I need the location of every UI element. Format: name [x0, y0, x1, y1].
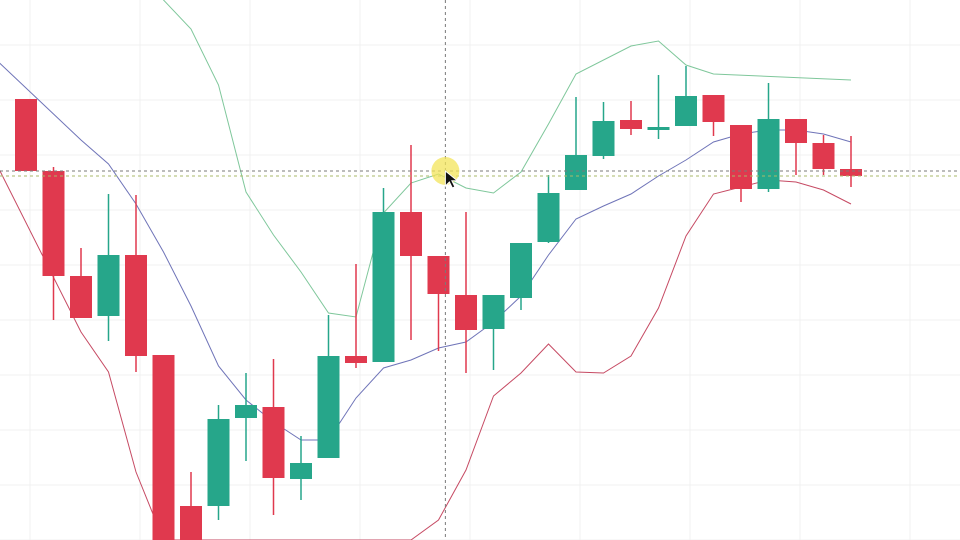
candle-body [235, 405, 257, 418]
candle-down[interactable] [70, 248, 92, 318]
candle-body [15, 99, 37, 171]
candle-body [482, 295, 505, 329]
candle-down[interactable] [152, 355, 175, 540]
candle-body [345, 356, 367, 363]
candle-down[interactable] [15, 99, 37, 171]
candle-down[interactable] [180, 472, 202, 540]
candle-body [70, 276, 92, 318]
candle-up[interactable] [207, 405, 230, 520]
candle-body [372, 212, 395, 362]
candle-body [317, 356, 340, 458]
candle-up[interactable] [482, 295, 505, 370]
candle-body [42, 171, 65, 276]
candle-down[interactable] [785, 119, 807, 175]
candle-body [455, 295, 477, 330]
candle-down[interactable] [400, 145, 422, 340]
candle-body [537, 193, 560, 242]
candle-body [262, 407, 285, 478]
candle-body [125, 255, 147, 356]
candle-body [675, 96, 697, 126]
candle-body [812, 143, 835, 169]
candle-up[interactable] [235, 373, 257, 461]
candle-body [207, 419, 230, 506]
candle-down[interactable] [345, 264, 367, 368]
candle-body [647, 127, 670, 130]
candle-body [565, 155, 587, 190]
candle-down[interactable] [455, 212, 477, 373]
candle-down[interactable] [125, 195, 147, 372]
candle-down[interactable] [840, 136, 862, 187]
candles[interactable] [15, 66, 862, 540]
candle-up[interactable] [647, 75, 670, 139]
candle-body [152, 355, 175, 540]
candle-body [730, 125, 752, 189]
candle-body [400, 212, 422, 256]
candle-up[interactable] [592, 102, 615, 159]
lower-band-line [0, 169, 852, 540]
candle-up[interactable] [675, 66, 697, 126]
candle-down[interactable] [730, 125, 752, 202]
candle-down[interactable] [620, 101, 642, 135]
candle-up[interactable] [372, 188, 395, 362]
candle-body [427, 256, 450, 294]
candle-down[interactable] [42, 167, 65, 320]
candle-body [97, 255, 120, 316]
candle-up[interactable] [537, 175, 560, 243]
candle-body [702, 95, 725, 122]
candle-up[interactable] [290, 436, 312, 500]
candle-body [290, 463, 312, 479]
candle-body [592, 121, 615, 156]
candle-up[interactable] [97, 194, 120, 341]
candle-body [180, 506, 202, 540]
candle-body [840, 169, 862, 176]
candle-down[interactable] [812, 135, 835, 175]
candle-down[interactable] [702, 95, 725, 136]
candle-down[interactable] [427, 256, 450, 351]
candle-up[interactable] [565, 97, 587, 190]
candle-body [757, 119, 780, 189]
candle-body [620, 120, 642, 129]
candle-down[interactable] [262, 359, 285, 515]
candle-body [510, 243, 532, 298]
candle-up[interactable] [510, 243, 532, 310]
candle-body [785, 119, 807, 143]
cursor-arrow-icon [444, 169, 459, 189]
candle-up[interactable] [317, 315, 340, 458]
